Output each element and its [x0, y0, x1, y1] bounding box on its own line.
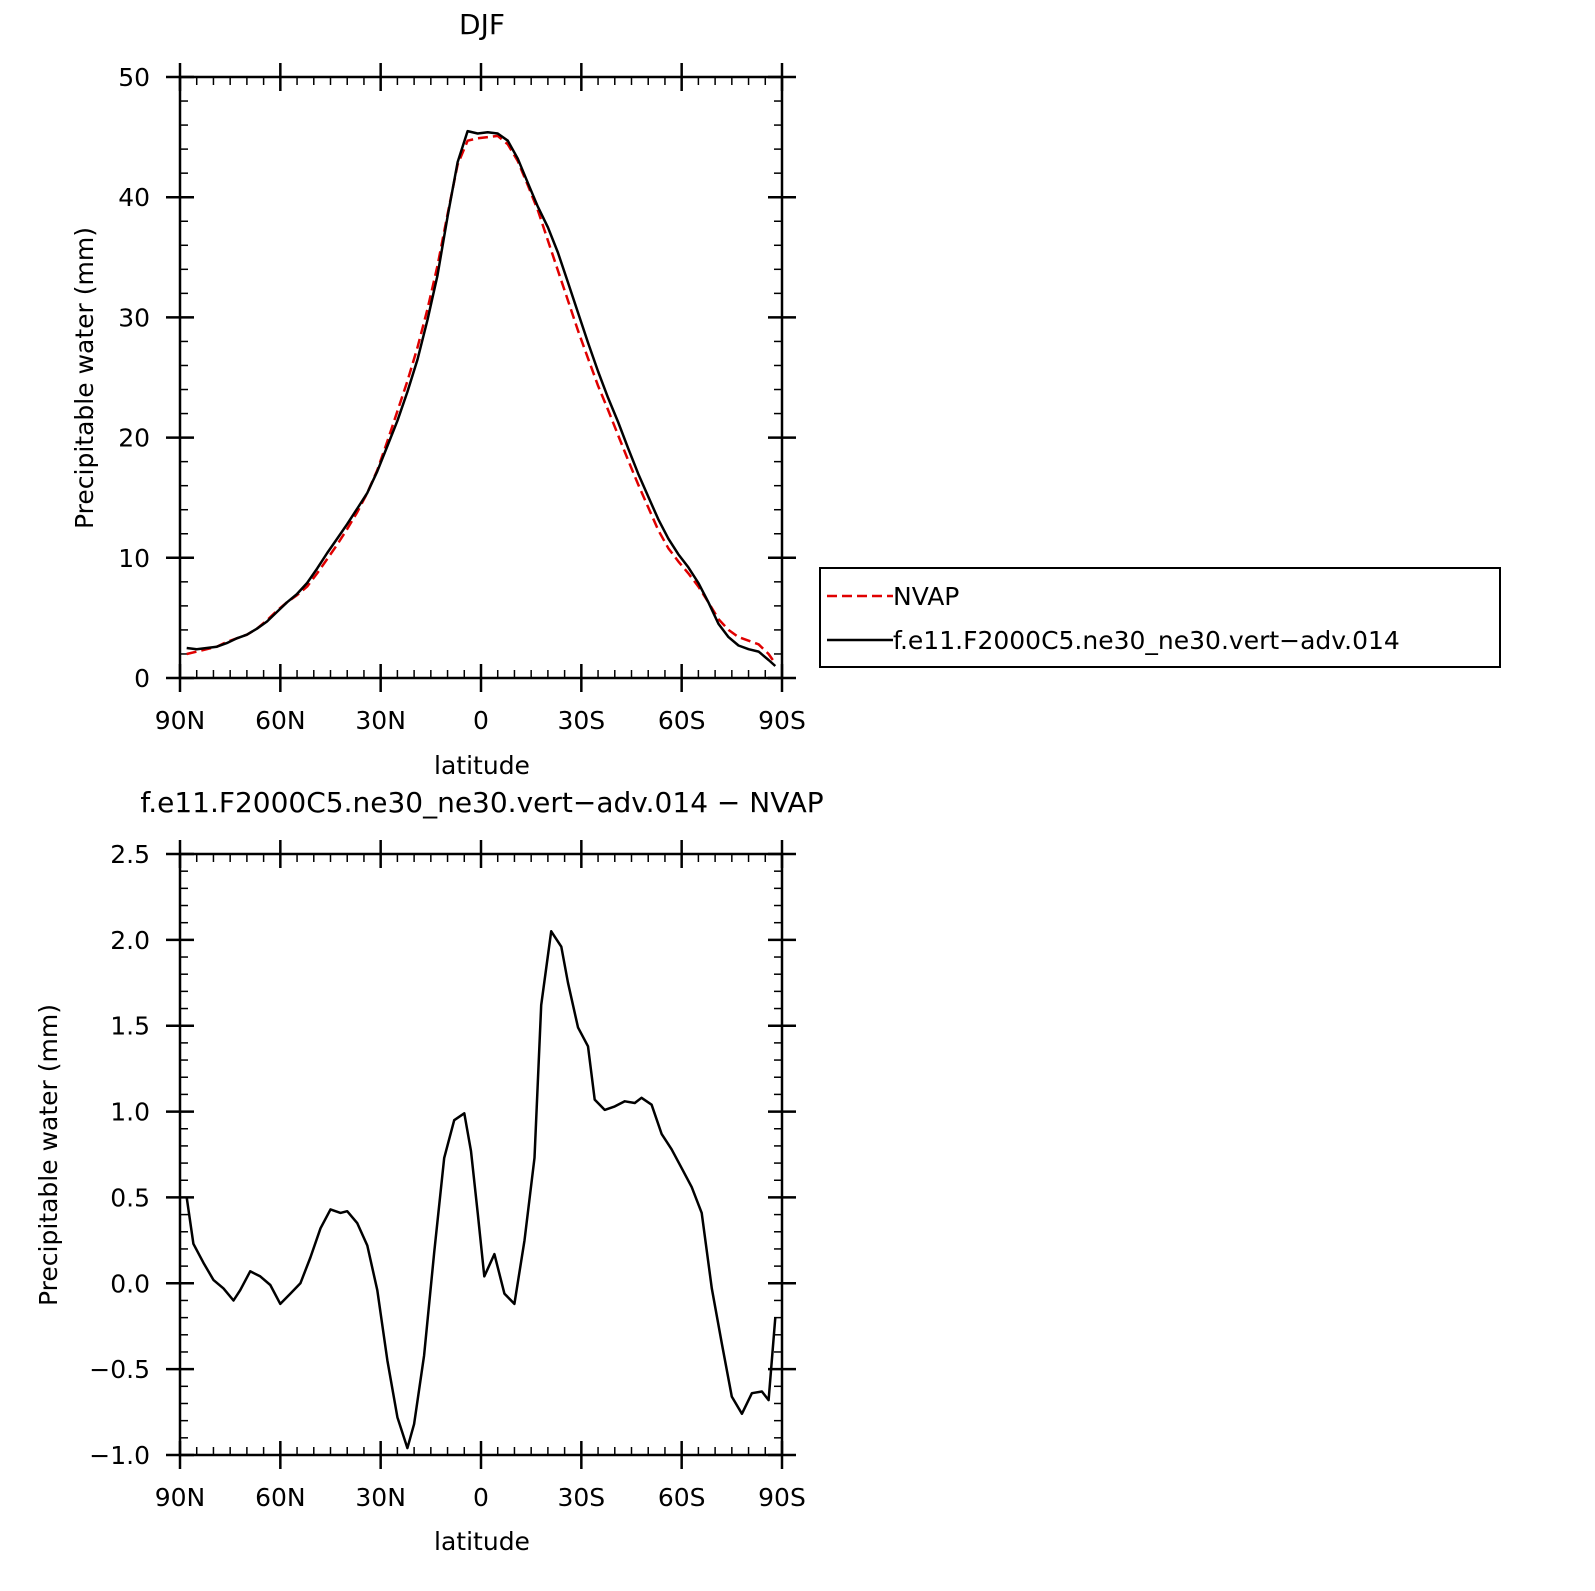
- y-tick-label: 0.0: [110, 1269, 150, 1298]
- bottom-x-axis-label: latitude: [434, 1527, 530, 1556]
- legend-box: [819, 567, 1501, 668]
- y-tick-label: 2.0: [110, 926, 150, 955]
- series-line-nvap: [186, 134, 777, 665]
- legend-label-nvap: NVAP: [893, 582, 959, 611]
- y-tick-label: 1.0: [110, 1098, 150, 1127]
- top-panel: DJF 90N 60N 30N 0 30S 60S 90S 0 10 20 30 40 50 latit…: [70, 8, 806, 780]
- bottom-plot-frame: [178, 852, 784, 1457]
- series-line-f: [186, 129, 777, 667]
- legend-label-model: f.e11.F2000C5.ne30_ne30.vert−adv.014: [893, 626, 1400, 655]
- x-tick-label: 0: [473, 706, 489, 735]
- top-x-axis-label: latitude: [434, 751, 530, 780]
- x-tick-label: 30S: [557, 706, 605, 735]
- x-tick-label: 60N: [255, 706, 306, 735]
- y-tick-label: 0.5: [110, 1183, 150, 1212]
- x-tick-label: 90S: [758, 706, 806, 735]
- x-tick-label: 90N: [155, 706, 206, 735]
- bottom-y-axis-label: Precipitable water (mm): [34, 1004, 63, 1306]
- y-tick-label: −1.0: [89, 1441, 150, 1470]
- top-plot-frame: [178, 75, 784, 680]
- series-line-difference: [185, 930, 777, 1450]
- y-tick-label: 30: [118, 303, 150, 332]
- legend: NVAP f.e11.F2000C5.ne30_ne30.vert−adv.01…: [819, 567, 1501, 668]
- top-chart-title: DJF: [459, 8, 505, 41]
- bottom-chart-title: f.e11.F2000C5.ne30_ne30.vert−adv.014 − N…: [140, 786, 823, 819]
- y-tick-label: 40: [118, 183, 150, 212]
- x-tick-label: 0: [473, 1483, 489, 1512]
- y-tick-label: −0.5: [89, 1355, 150, 1384]
- x-tick-label: 90N: [155, 1483, 206, 1512]
- bottom-plot-marks: 90N 60N 30N 0 30S 60S 90S −1.0 −0.5 0.0 0.5 1.0 1.5 2…: [89, 840, 806, 1512]
- x-tick-label: 60N: [255, 1483, 306, 1512]
- bottom-panel: f.e11.F2000C5.ne30_ne30.vert−adv.014 − N…: [34, 786, 824, 1556]
- y-tick-label: 50: [118, 63, 150, 92]
- x-tick-label: 30N: [355, 706, 406, 735]
- x-tick-label: 60S: [658, 706, 706, 735]
- y-tick-label: 0: [134, 664, 150, 693]
- x-tick-label: 60S: [658, 1483, 706, 1512]
- x-tick-label: 30N: [355, 1483, 406, 1512]
- y-tick-label: 10: [118, 544, 150, 573]
- top-y-axis-label: Precipitable water (mm): [70, 227, 99, 529]
- top-plot-marks: 90N 60N 30N 0 30S 60S 90S 0 10 20 30 40 50: [118, 63, 806, 735]
- x-tick-label: 30S: [557, 1483, 605, 1512]
- y-tick-label: 2.5: [110, 840, 150, 869]
- y-tick-label: 20: [118, 424, 150, 453]
- x-tick-label: 90S: [758, 1483, 806, 1512]
- y-tick-label: 1.5: [110, 1012, 150, 1041]
